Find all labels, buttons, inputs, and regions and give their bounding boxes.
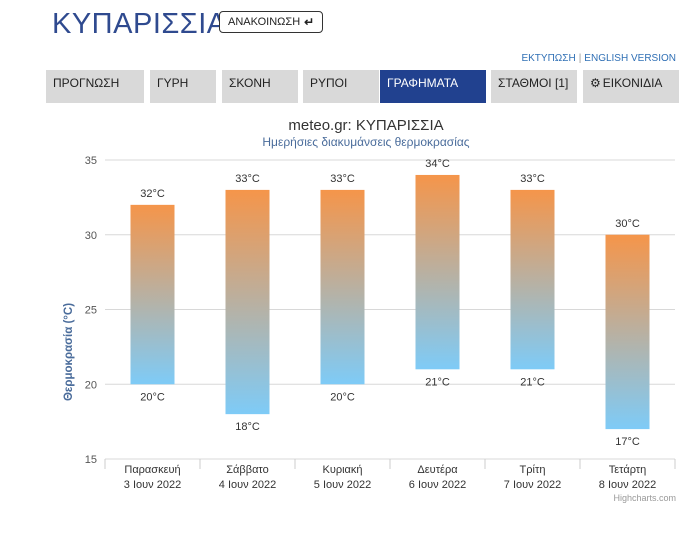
tab-forecast[interactable]: ΠΡΟΓΝΩΣΗ: [46, 70, 144, 103]
chart-credits[interactable]: Highcharts.com: [613, 493, 676, 503]
temperature-bar[interactable]: [320, 189, 365, 385]
link-separator: |: [578, 53, 582, 64]
tab-label: ΠΡΟΓΝΩΣΗ: [53, 76, 120, 90]
top-links: ΕΚΤΥΠΩΣΗ | ENGLISH VERSION: [521, 53, 676, 64]
bar-series: [130, 174, 650, 430]
x-axis: Παρασκευή 3 Ιουν 2022 Σάββατο 4 Ιουν 2022 Κυ…: [104, 459, 676, 491]
temperature-bar[interactable]: [415, 174, 460, 370]
x-tick-day: Σάββατο: [226, 464, 268, 476]
tab-label: ΓΡΑΦΗΜΑΤΑ: [387, 76, 459, 90]
temperature-bar[interactable]: [225, 189, 270, 415]
tab-charts[interactable]: ΓΡΑΦΗΜΑΤΑ: [380, 70, 486, 103]
chart-subtitle: Ημερήσιες διακυμάνσεις θερμοκρασίας: [262, 135, 469, 149]
x-tick-date: 8 Ιουν 2022: [599, 479, 656, 491]
tab-icons[interactable]: ⚙ ΕΙΚΟΝΙΔΙΑ: [583, 70, 679, 103]
low-temp-label: 21°C: [520, 376, 545, 388]
announcement-button[interactable]: ΑΝΑΚΟΙΝΩΣΗ ↵: [219, 11, 324, 33]
tab-label: ΣΤΑΘΜΟΙ [1]: [498, 76, 569, 90]
x-tick-day: Κυριακή: [322, 464, 362, 476]
high-temp-label: 30°C: [615, 218, 640, 230]
x-tick-date: 6 Ιουν 2022: [409, 479, 466, 491]
high-temp-label: 33°C: [520, 173, 545, 185]
low-temp-label: 18°C: [235, 421, 260, 433]
tab-label: ΡΥΠΟΙ: [310, 76, 348, 90]
chart-title: meteo.gr: ΚΥΠΑΡΙΣΣΙΑ: [288, 117, 443, 134]
low-temp-label: 20°C: [330, 391, 355, 403]
x-tick-date: 7 Ιουν 2022: [504, 479, 561, 491]
low-temp-label: 17°C: [615, 436, 640, 448]
data-labels: 32°C 20°C 33°C 18°C 33°C 20°C 34°C 21°C 33°C 21°C…: [140, 158, 640, 448]
tab-pollen[interactable]: ΓΥΡΗ: [150, 70, 216, 103]
high-temp-label: 34°C: [425, 158, 450, 170]
page-title: ΚΥΠΑΡΙΣΣΙΑ: [52, 8, 227, 40]
announcement-label: ΑΝΑΚΟΙΝΩΣΗ: [228, 16, 301, 28]
english-version-link[interactable]: ENGLISH VERSION: [584, 53, 676, 64]
y-tick-label: 25: [85, 305, 97, 317]
y-tick-label: 15: [85, 454, 97, 466]
y-tick-label: 30: [85, 230, 97, 242]
temperature-bar[interactable]: [510, 189, 555, 370]
tab-stations[interactable]: ΣΤΑΘΜΟΙ [1]: [491, 70, 577, 103]
x-tick-date: 5 Ιουν 2022: [314, 479, 371, 491]
low-temp-label: 20°C: [140, 391, 165, 403]
y-axis-title: Θερμοκρασία (°C): [63, 303, 75, 401]
high-temp-label: 32°C: [140, 188, 165, 200]
print-link[interactable]: ΕΚΤΥΠΩΣΗ: [521, 53, 576, 64]
tab-label: ΣΚΟΝΗ: [229, 76, 271, 90]
x-tick-day: Τετάρτη: [609, 464, 647, 476]
chart-svg: meteo.gr: ΚΥΠΑΡΙΣΣΙΑ Ημερήσιες διακυμάνσ…: [63, 117, 676, 503]
x-tick-date: 3 Ιουν 2022: [124, 479, 181, 491]
gear-icon: ⚙: [590, 76, 601, 90]
tab-label: ΓΥΡΗ: [157, 76, 189, 90]
y-tick-label: 35: [85, 155, 97, 167]
temperature-chart: meteo.gr: ΚΥΠΑΡΙΣΣΙΑ Ημερήσιες διακυμάνσ…: [0, 108, 692, 533]
x-tick-day: Δευτέρα: [417, 464, 458, 476]
x-tick-day: Τρίτη: [520, 464, 546, 476]
arrow-down-return-icon: ↵: [304, 15, 315, 29]
low-temp-label: 21°C: [425, 376, 450, 388]
tab-dust[interactable]: ΣΚΟΝΗ: [222, 70, 298, 103]
tab-label: ΕΙΚΟΝΙΔΙΑ: [602, 76, 663, 90]
x-tick-date: 4 Ιουν 2022: [219, 479, 276, 491]
x-tick-day: Παρασκευή: [124, 464, 180, 476]
y-tick-label: 20: [85, 379, 97, 391]
temperature-bar[interactable]: [130, 204, 175, 385]
temperature-bar[interactable]: [605, 234, 650, 430]
high-temp-label: 33°C: [330, 173, 355, 185]
high-temp-label: 33°C: [235, 173, 260, 185]
tab-pollutants[interactable]: ΡΥΠΟΙ: [303, 70, 379, 103]
